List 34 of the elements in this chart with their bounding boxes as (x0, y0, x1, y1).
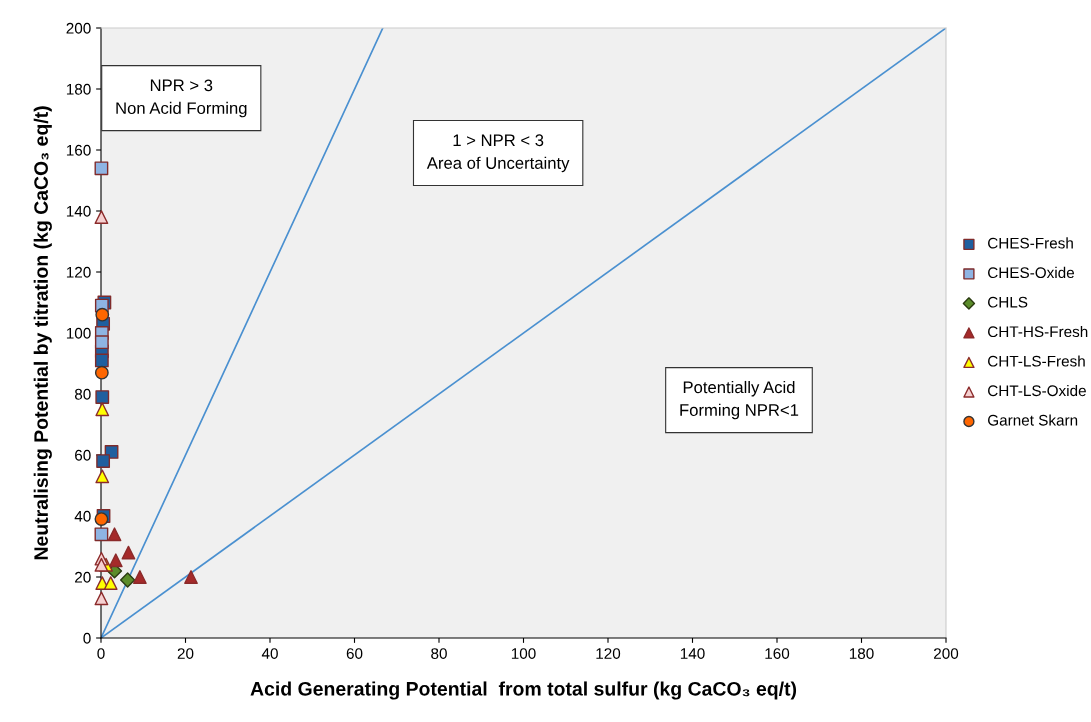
legend-label: CHT-LS-Fresh (988, 355, 1085, 367)
y-tick-label: 200 (66, 22, 91, 34)
x-tick-label: 180 (849, 648, 874, 659)
y-tick-label: 160 (66, 144, 91, 156)
annotation: 1 > NPR < 3 Area of Uncertainty (426, 134, 570, 173)
legend-label: Garnet Skarn (988, 414, 1078, 426)
y-tick-label: 40 (74, 510, 91, 522)
y-tick-label: 180 (66, 83, 91, 95)
annotation: NPR > 3 Non Acid Forming (116, 79, 247, 118)
legend-label: CHES-Oxide (988, 266, 1075, 279)
legend-label: CHES-Fresh (988, 237, 1073, 249)
y-tick-label: 100 (66, 327, 91, 339)
y-axis-title: Neutralising Potential by titration (kg CaCO₃ eq/t) (33, 106, 52, 560)
legend-label: CHLS (988, 296, 1028, 308)
x-tick-label: 0 (97, 648, 105, 659)
x-tick-label: 20 (177, 648, 194, 659)
x-tick-label: 140 (680, 648, 705, 659)
y-tick-label: 140 (66, 205, 91, 217)
legend-label: CHT-LS-Oxide (988, 384, 1086, 397)
legend-label: CHT-HS-Fresh (988, 325, 1088, 338)
y-tick-label: 0 (83, 632, 91, 644)
x-tick-label: 40 (261, 648, 278, 659)
x-tick-label: 100 (511, 648, 536, 659)
x-tick-label: 160 (765, 648, 790, 659)
y-tick-label: 80 (74, 388, 91, 400)
annotation: Potentially Acid Forming NPR<1 (680, 380, 799, 420)
x-tick-label: 200 (934, 648, 959, 659)
y-tick-label: 20 (75, 571, 91, 583)
x-tick-label: 60 (346, 648, 363, 659)
y-tick-label: 120 (66, 266, 91, 278)
x-axis-title: Acid Generating Potential from total sulfur (kg CaCO₃ eq/t) (250, 681, 797, 700)
x-tick-label: 80 (431, 648, 447, 659)
x-tick-label: 120 (596, 648, 621, 659)
y-tick-label: 60 (75, 449, 91, 461)
